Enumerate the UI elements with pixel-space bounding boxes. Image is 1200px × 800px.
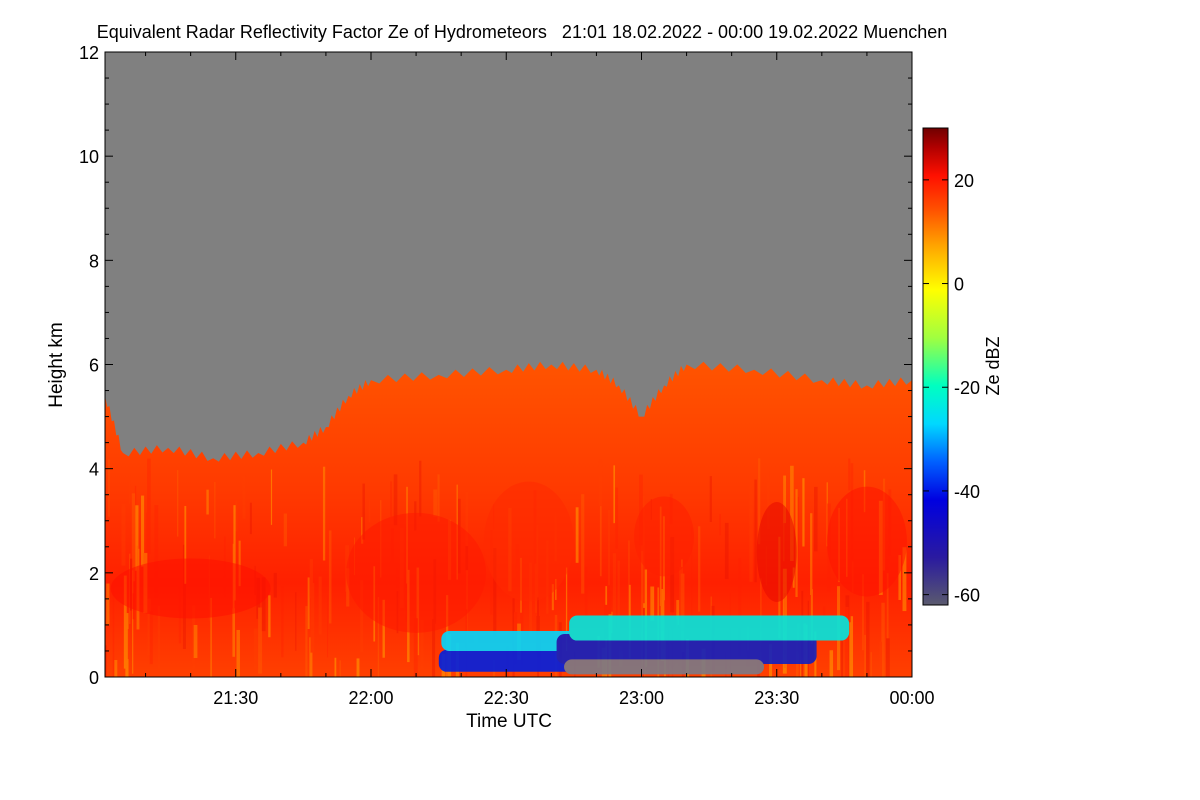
colorbar-gradient: [922, 127, 949, 606]
y-tick-label: 10: [79, 147, 99, 167]
x-tick-label: 00:00: [889, 688, 934, 708]
y-axis: 0 2 4 6 8 10 12: [79, 43, 912, 688]
x-tick-label: 23:30: [754, 688, 799, 708]
x-axis: 21:30 22:00 22:30 23:00 23:30 00:00: [145, 52, 935, 708]
y-tick-label: 12: [79, 43, 99, 63]
x-tick-label: 21:30: [213, 688, 258, 708]
x-tick-label: 23:00: [619, 688, 664, 708]
colorbar-tick-label: -40: [954, 482, 980, 502]
x-tick-label: 22:30: [484, 688, 529, 708]
x-tick-label: 22:00: [348, 688, 393, 708]
y-tick-label: 8: [89, 251, 99, 271]
colorbar-tick-label: -20: [954, 378, 980, 398]
y-tick-label: 6: [89, 356, 99, 376]
y-tick-label: 2: [89, 564, 99, 584]
colorbar-label: Ze dBZ: [983, 336, 1003, 395]
reflectivity-weak-lower: [438, 615, 850, 675]
colorbar-tick-label: -60: [954, 586, 980, 606]
colorbar-tick-label: 20: [954, 171, 974, 191]
chart-title: Equivalent Radar Reflectivity Factor Ze …: [97, 22, 948, 42]
x-axis-label: Time UTC: [466, 711, 552, 732]
y-tick-label: 0: [89, 668, 99, 688]
colorbar: 20 0 -20 -40 -60 Ze dBZ: [922, 127, 1003, 606]
y-axis-label: Height km: [46, 322, 67, 408]
reflectivity-cores: [110, 481, 907, 633]
y-tick-label: 4: [89, 460, 99, 480]
plot-area: [104, 51, 913, 678]
colorbar-tick-label: 0: [954, 275, 964, 295]
